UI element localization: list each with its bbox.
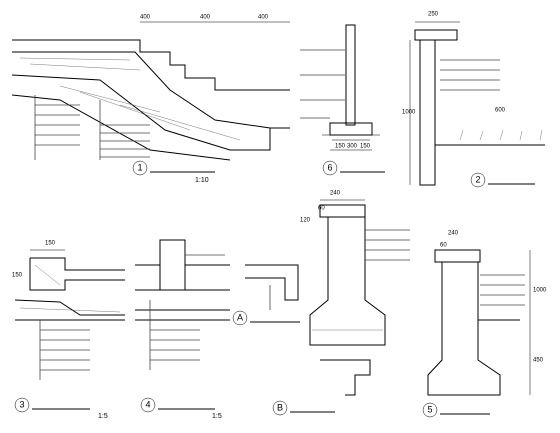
detail-5: 240 60 1000 450 5 [422,231,547,418]
detail-number: 5 [427,404,432,414]
dim: 250 [428,12,439,18]
detail-number: 4 [145,399,150,409]
dim: 150 [335,144,346,150]
dim: 150 [12,273,23,279]
detail-3: 150 150 3 1:5 [12,241,125,420]
detail-4: 4 1:5 [135,239,230,420]
dim: 240 [448,231,459,237]
dim: 400 [200,15,211,21]
scale: 1:5 [98,413,108,420]
detail-number: 6 [327,162,332,172]
dim: 240 [330,191,341,197]
dim: 60 [440,243,447,249]
dim: 150 [45,241,56,247]
detail-A: A [232,264,300,326]
detail-number: 2 [475,174,480,184]
detail-number: 3 [19,399,24,409]
detail-B: 240 60 120 B [272,191,410,416]
detail-number: B [277,402,283,412]
detail-1: 400 400 400 1 1:10 [11,15,290,184]
dim: 600 [495,108,506,114]
dim: 1000 [402,110,416,116]
dim: 1000 [533,288,547,294]
scale: 1:5 [212,413,222,420]
detail-number: A [237,312,243,322]
dim: 150 [360,144,371,150]
dim: 400 [140,15,151,21]
detail-6: 150 300 150 6 [300,24,385,176]
dim: 300 [347,144,358,150]
dim: 120 [300,218,311,224]
detail-2: 250 1000 600 2 [402,12,545,188]
dim: 400 [258,15,269,21]
scale: 1:10 [195,177,209,184]
detail-number: 1 [137,162,142,172]
dim: 60 [318,206,325,212]
dim: 450 [533,358,544,364]
